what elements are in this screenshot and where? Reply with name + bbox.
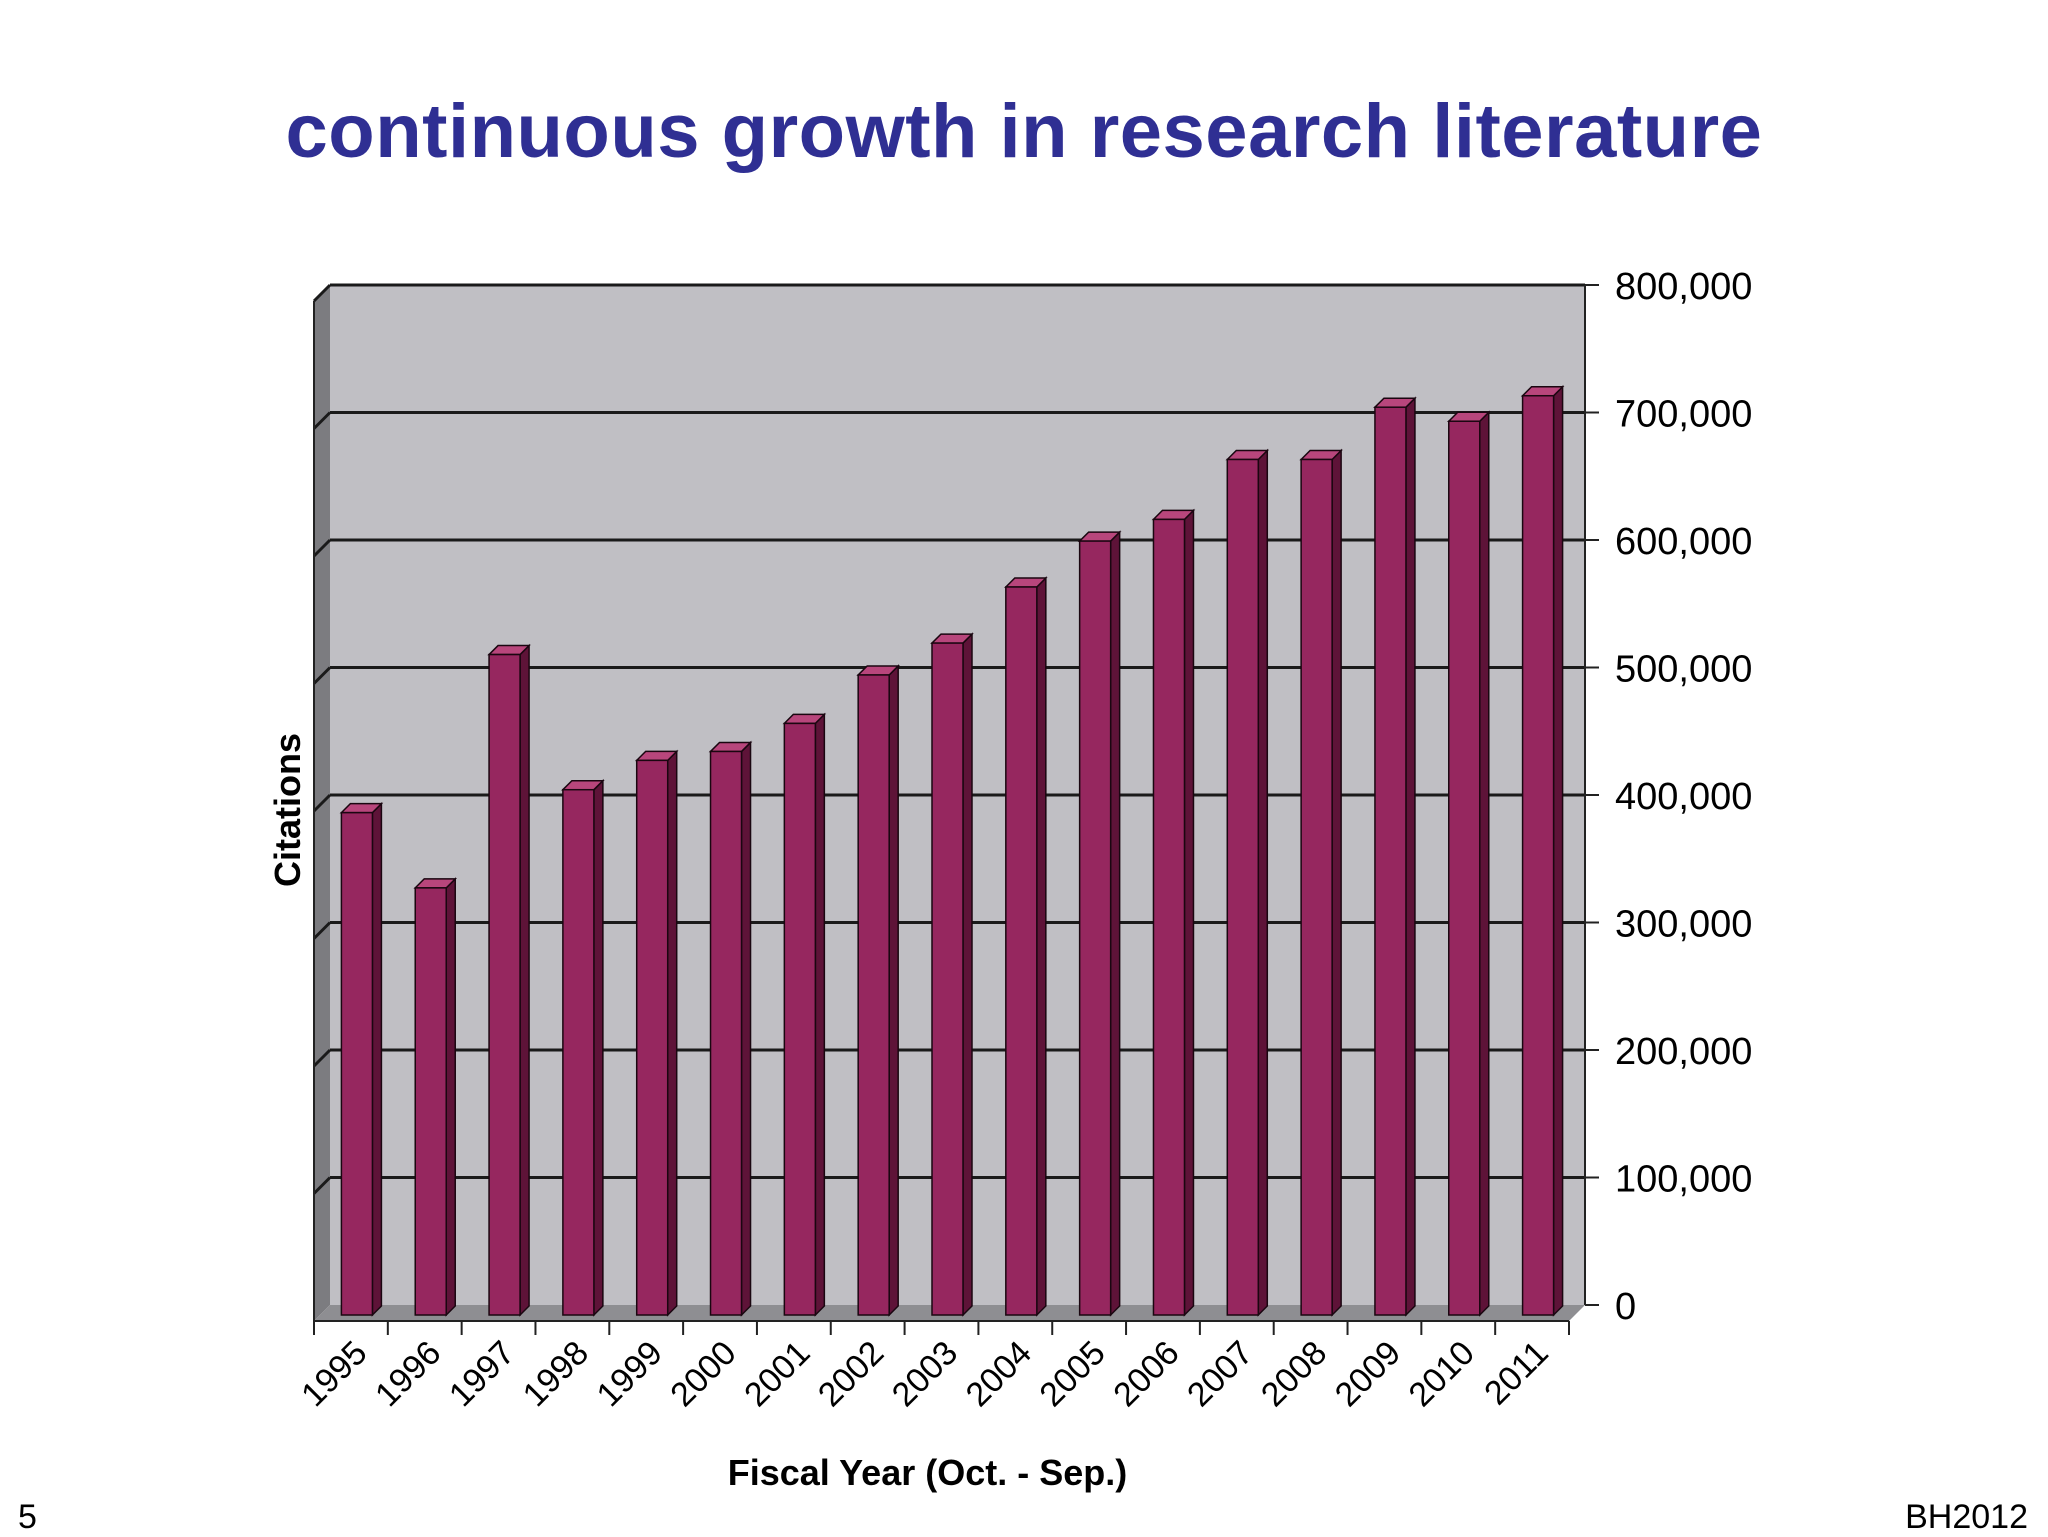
bar-front bbox=[783, 722, 817, 1316]
bar-side bbox=[519, 643, 530, 1317]
y-tick-label: 700,000 bbox=[1615, 394, 1752, 436]
bar-2009 bbox=[1373, 396, 1417, 1317]
bar-front bbox=[1005, 586, 1038, 1316]
bar-front bbox=[635, 759, 669, 1316]
x-tick-label: 2004 bbox=[959, 1334, 1039, 1414]
chart-bars bbox=[339, 384, 1565, 1317]
gridline-side bbox=[312, 283, 332, 303]
x-axis-label: Fiscal Year (Oct. - Sep.) bbox=[728, 1452, 1128, 1493]
y-tick-label: 200,000 bbox=[1615, 1031, 1752, 1073]
gridline-side bbox=[312, 921, 332, 940]
bar-front bbox=[488, 653, 521, 1316]
bar-2007 bbox=[1225, 448, 1270, 1317]
y-tick-label: 0 bbox=[1615, 1286, 1636, 1328]
bar-side bbox=[1109, 530, 1121, 1317]
bar-front bbox=[562, 788, 595, 1316]
y-axis-label: Citations bbox=[270, 733, 308, 887]
bar-2005 bbox=[1077, 530, 1122, 1317]
x-tick-label: 1996 bbox=[368, 1334, 448, 1414]
x-tick-label: 2008 bbox=[1254, 1334, 1334, 1414]
gridline-side bbox=[312, 793, 332, 813]
chart-axes bbox=[313, 285, 1586, 1335]
x-tick-label: 2003 bbox=[885, 1334, 965, 1414]
y-tick-label: 400,000 bbox=[1615, 776, 1752, 818]
y-tick-label: 100,000 bbox=[1615, 1159, 1752, 1201]
bar-front bbox=[1374, 406, 1407, 1316]
x-tick-label: 1997 bbox=[442, 1334, 522, 1414]
x-tick-label: 2010 bbox=[1402, 1334, 1482, 1414]
bar-2003 bbox=[930, 632, 974, 1317]
bar-1999 bbox=[634, 749, 679, 1317]
x-tick-label: 1999 bbox=[590, 1334, 670, 1414]
x-tick-label: 2009 bbox=[1328, 1334, 1408, 1414]
bar-front bbox=[1521, 394, 1555, 1316]
bar-2002 bbox=[856, 664, 900, 1317]
bar-front bbox=[414, 887, 447, 1316]
bar-1996 bbox=[413, 877, 458, 1317]
slide-title: continuous growth in research literature bbox=[285, 89, 1763, 174]
gridline-side bbox=[312, 411, 332, 430]
bar-front bbox=[1300, 458, 1333, 1316]
bar-front bbox=[857, 674, 890, 1316]
bar-front bbox=[709, 750, 743, 1316]
slide-number: 5 bbox=[18, 1498, 37, 1536]
bar-2011 bbox=[1520, 384, 1565, 1317]
bar-2004 bbox=[1004, 576, 1048, 1317]
x-tick-label: 2005 bbox=[1032, 1334, 1112, 1414]
x-tick-label: 2001 bbox=[737, 1334, 817, 1414]
x-tick-label: 2011 bbox=[1477, 1334, 1556, 1413]
y-tick-labels: 0 100,000 200,000 300,000 400,000 500,000 600,… bbox=[1615, 266, 1752, 1328]
y-tick-label: 600,000 bbox=[1615, 521, 1752, 563]
gridline-side bbox=[312, 1176, 332, 1195]
citations-bar-chart: 0 100,000 200,000 300,000 400,000 500,000 600,… bbox=[270, 266, 1752, 1493]
bar-front bbox=[1152, 518, 1186, 1316]
bar-front bbox=[340, 811, 374, 1316]
x-tick-label: 2006 bbox=[1106, 1334, 1186, 1414]
bar-1997 bbox=[487, 643, 531, 1317]
y-tick-label: 300,000 bbox=[1615, 904, 1752, 946]
bar-side bbox=[1036, 576, 1047, 1317]
y-tick-label: 800,000 bbox=[1615, 266, 1752, 308]
bar-2000 bbox=[708, 740, 753, 1317]
gridline-side bbox=[312, 666, 332, 685]
bar-2010 bbox=[1446, 410, 1491, 1317]
bar-2008 bbox=[1299, 448, 1343, 1317]
bar-side bbox=[962, 632, 973, 1317]
bar-front bbox=[1078, 540, 1112, 1316]
gridline-side bbox=[312, 538, 332, 558]
bar-front bbox=[1448, 420, 1481, 1316]
bar-1995 bbox=[339, 801, 384, 1317]
bar-side bbox=[371, 801, 383, 1317]
bar-side bbox=[1183, 508, 1195, 1317]
x-tick-labels: 1995199619971998199920002001200220032004… bbox=[294, 1334, 1556, 1414]
bar-side bbox=[1405, 396, 1416, 1317]
bar-side bbox=[1479, 410, 1490, 1317]
x-tick-label: 1995 bbox=[294, 1334, 374, 1414]
x-tick-label: 2000 bbox=[663, 1334, 743, 1414]
x-tick-label: 1998 bbox=[516, 1334, 596, 1414]
x-tick-label: 2002 bbox=[811, 1334, 891, 1414]
bar-side bbox=[740, 740, 752, 1317]
y-tick-label: 500,000 bbox=[1615, 649, 1752, 691]
bar-side bbox=[888, 664, 899, 1317]
bar-side bbox=[1552, 384, 1564, 1317]
bar-side bbox=[1331, 448, 1342, 1317]
bar-2006 bbox=[1151, 508, 1196, 1317]
bar-side bbox=[593, 778, 604, 1317]
bar-front bbox=[931, 642, 964, 1316]
bar-2001 bbox=[782, 712, 827, 1317]
bar-side bbox=[814, 712, 826, 1317]
bar-1998 bbox=[561, 778, 605, 1317]
bar-side bbox=[1257, 448, 1269, 1317]
footer-tag: BH2012 bbox=[1905, 1498, 2028, 1536]
x-tick-label: 2007 bbox=[1180, 1334, 1260, 1414]
bar-side bbox=[445, 877, 456, 1317]
bar-front bbox=[1226, 458, 1260, 1316]
bar-side bbox=[666, 749, 678, 1317]
gridline-side bbox=[312, 1048, 332, 1068]
